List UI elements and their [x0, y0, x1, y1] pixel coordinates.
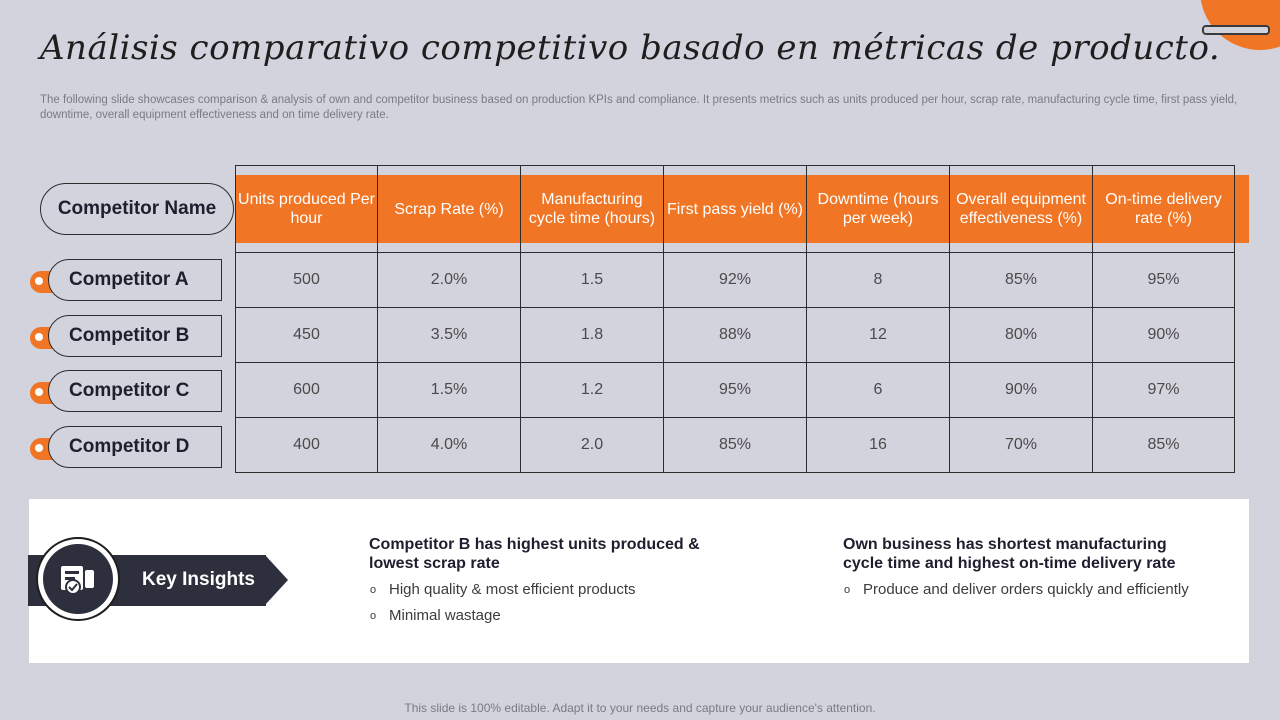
table-cell: 16 — [869, 436, 887, 453]
table-cell: 1.5% — [430, 381, 468, 398]
table-cell: 2.0% — [430, 271, 468, 288]
table-cell: 85% — [718, 436, 752, 453]
column-header-first-pass-yield: First pass yield (%) — [666, 200, 804, 218]
table-cell: 400 — [293, 436, 320, 453]
table-cell: 95% — [1147, 271, 1180, 288]
insight-heading-left: Competitor B has highest units produced … — [369, 536, 700, 572]
table-cell: 88% — [718, 326, 752, 343]
insight-heading-right: Own business has shortest manufacturing … — [843, 536, 1176, 572]
competitor-row-label: Competitor A — [30, 259, 222, 303]
key-insights-icon-circle — [43, 544, 113, 614]
page-title: Análisis comparativo competitivo basado … — [40, 28, 1221, 68]
row-dot-marker — [35, 277, 43, 285]
competitor-row-label: Competitor D — [30, 426, 222, 470]
grid-line — [235, 417, 1235, 418]
grid-line — [1234, 165, 1235, 473]
table-cell: 70% — [1004, 436, 1038, 453]
row-dot-marker — [35, 444, 43, 452]
grid-line — [806, 165, 807, 473]
production-icon — [61, 566, 94, 595]
table-cell: 95% — [718, 381, 752, 398]
table-cell: 90% — [1004, 381, 1038, 398]
competitor-name-header: Competitor Name — [40, 183, 234, 235]
column-header-on-time-delivery: On-time delivery rate (%) — [1105, 191, 1222, 227]
grid-line — [235, 165, 236, 473]
grid-line — [663, 165, 664, 473]
insight-bullet: High quality & most efficient products — [370, 581, 635, 598]
competitor-name: Competitor D — [48, 426, 222, 468]
table-cell: 90% — [1147, 326, 1180, 343]
table-header-band — [235, 175, 1249, 243]
competitor-row-label: Competitor C — [30, 370, 222, 414]
grid-line — [235, 472, 1235, 473]
table-cell: 3.5% — [430, 326, 468, 343]
table-cell: 80% — [1004, 326, 1038, 343]
key-insights-label: Key Insights — [142, 569, 255, 590]
grid-line — [949, 165, 950, 473]
table-cell: 6 — [873, 381, 883, 398]
competitor-name: Competitor B — [48, 315, 222, 357]
column-header-downtime: Downtime (hours per week) — [817, 191, 939, 227]
competitor-row-label: Competitor B — [30, 315, 222, 359]
page-subtitle: The following slide showcases comparison… — [40, 94, 1238, 121]
table-cell: 1.5 — [580, 271, 604, 288]
table-cell: 450 — [293, 326, 320, 343]
column-header-scrap-rate: Scrap Rate (%) — [394, 200, 504, 218]
column-header-units-produced: Units produced Per hour — [238, 191, 375, 227]
table-cell: 85% — [1147, 436, 1180, 453]
row-dot-marker — [35, 333, 43, 341]
grid-line — [520, 165, 521, 473]
table-cell: 4.0% — [430, 436, 468, 453]
table-cell: 600 — [293, 381, 320, 398]
competitor-name: Competitor A — [48, 259, 222, 301]
competitor-name: Competitor C — [48, 370, 222, 412]
table-cell: 85% — [1004, 271, 1038, 288]
grid-line — [235, 165, 1235, 166]
grid-line — [235, 307, 1235, 308]
table-cell: 8 — [873, 271, 883, 288]
table-cell: 1.2 — [580, 381, 604, 398]
grid-line — [235, 362, 1235, 363]
grid-line — [1092, 165, 1093, 473]
column-header-oee: Overall equipment effectiveness (%) — [956, 191, 1086, 227]
table-cell: 500 — [293, 271, 320, 288]
table-cell: 12 — [869, 326, 887, 343]
table-cell: 97% — [1147, 381, 1180, 398]
row-dot-marker — [35, 388, 43, 396]
table-cell: 92% — [718, 271, 752, 288]
grid-line — [235, 252, 1235, 253]
table-cell: 2.0 — [580, 436, 604, 453]
table-cell: 1.8 — [580, 326, 604, 343]
key-insights-arrow — [265, 555, 288, 605]
column-header-cycle-time: Manufacturing cycle time (hours) — [528, 191, 656, 227]
corner-bar-decoration — [1202, 25, 1270, 35]
insight-bullet: Produce and deliver orders quickly and e… — [844, 581, 1189, 598]
footer-note: This slide is 100% editable. Adapt it to… — [404, 701, 876, 715]
grid-line — [377, 165, 378, 473]
insight-bullet: Minimal wastage — [370, 607, 501, 624]
